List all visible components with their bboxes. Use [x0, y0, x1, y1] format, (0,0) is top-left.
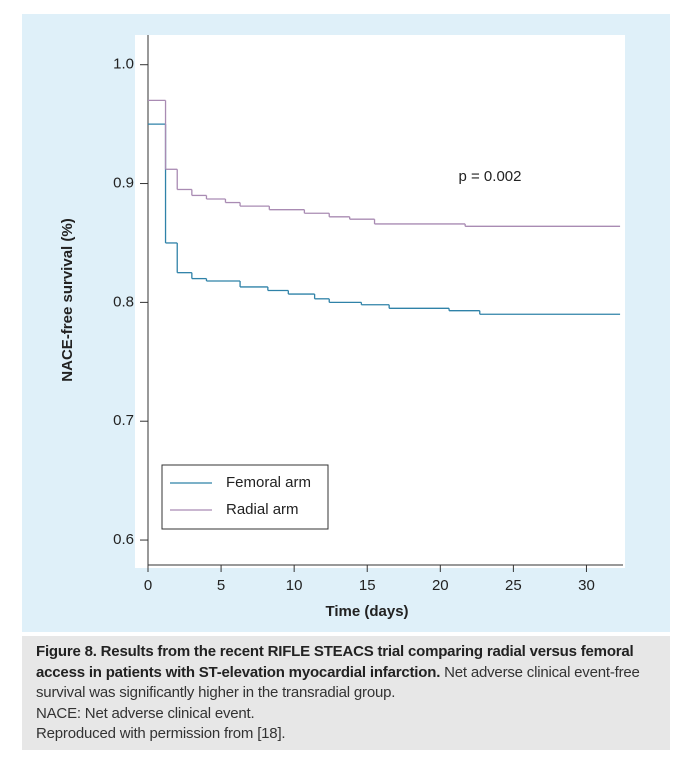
x-axis-label: Time (days)	[325, 603, 408, 620]
caption-credit: Reproduced with permission from [18].	[36, 725, 286, 742]
x-tick-label: 25	[505, 577, 522, 594]
y-tick-label: 0.8	[113, 293, 134, 310]
annotation: p = 0.002	[459, 168, 522, 185]
legend-box	[161, 464, 329, 530]
x-tick-label: 30	[578, 577, 595, 594]
caption-title: Figure 8. Results from the recent RIFLE …	[36, 643, 634, 681]
y-axis-label: NACE-free survival (%)	[59, 218, 76, 381]
x-tick-label: 5	[217, 577, 225, 594]
y-tick-label: 0.9	[113, 175, 134, 192]
y-tick-label: 0.6	[113, 531, 134, 548]
x-tick-label: 0	[144, 577, 152, 594]
caption-abbreviation: NACE: Net adverse clinical event.	[36, 704, 255, 722]
y-tick-label: 0.7	[113, 412, 134, 429]
y-tick-label: 1.0	[113, 56, 134, 73]
x-tick-label: 15	[359, 577, 376, 594]
caption: Figure 8. Results from the recent RIFLE …	[22, 636, 670, 750]
legend-label: Femoral arm	[226, 474, 311, 491]
legend-label: Radial arm	[226, 501, 299, 518]
x-tick-label: 20	[432, 577, 449, 594]
caption-text: Net adverse clinical event-free survival…	[36, 663, 640, 702]
chart: NACE-free survival (%) Time (days) p = 0…	[22, 14, 670, 632]
x-tick-label: 10	[286, 577, 303, 594]
